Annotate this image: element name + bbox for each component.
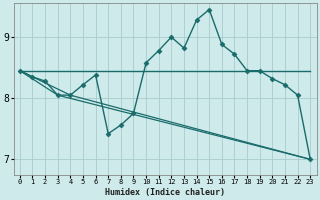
X-axis label: Humidex (Indice chaleur): Humidex (Indice chaleur): [105, 188, 225, 197]
